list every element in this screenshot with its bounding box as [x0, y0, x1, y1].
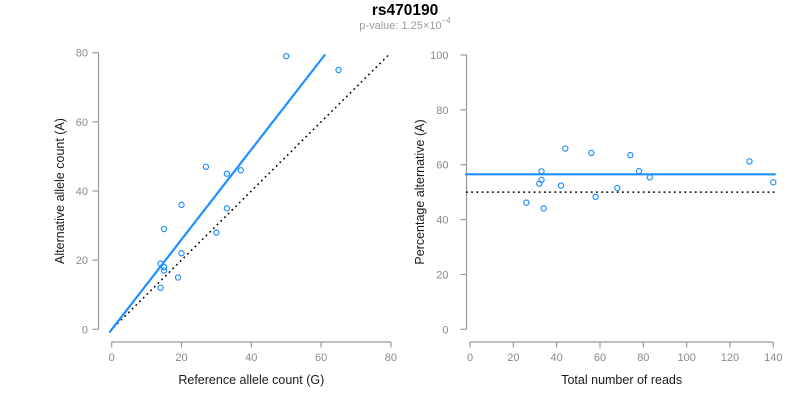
data-point — [202, 163, 210, 170]
y-tick-label: 80 — [436, 105, 448, 117]
y-tick-label: 0 — [82, 324, 88, 336]
data-point — [178, 250, 185, 257]
y-tick-label: 60 — [76, 117, 88, 129]
data-point — [592, 193, 599, 201]
data-point — [335, 66, 342, 74]
y-tick-label: 80 — [76, 48, 88, 60]
data-point — [160, 267, 168, 274]
x-axis-title: Total number of reads — [561, 373, 682, 387]
x-axis-title: Reference allele count (G) — [178, 373, 324, 387]
y-tick-label: 20 — [76, 255, 88, 267]
x-tick-label: 40 — [245, 352, 257, 364]
y-tick-label: 40 — [76, 186, 88, 198]
data-point — [562, 145, 569, 152]
x-tick-label: 140 — [764, 352, 782, 364]
x-tick-label: 60 — [315, 352, 327, 364]
x-tick-label: 0 — [467, 352, 473, 364]
p-value-text: p-value: 1.25×10 — [359, 20, 442, 32]
data-point — [627, 151, 634, 159]
data-point — [213, 229, 220, 236]
x-tick-label: 120 — [721, 352, 739, 364]
x-tick-label: 0 — [109, 352, 115, 364]
plot-title: rs470190 — [371, 2, 439, 19]
p-value-exponent: −4 — [441, 16, 451, 26]
x-tick-label: 20 — [507, 352, 519, 364]
data-point — [588, 149, 595, 157]
percentage-reads-scatter: 0 20 40 60 80 100 0 20 40 60 80 100 120 140 Total numb… — [413, 50, 782, 387]
data-point — [157, 260, 164, 267]
x-tick-label: 20 — [175, 352, 187, 364]
data-point — [770, 179, 777, 186]
data-point — [283, 52, 290, 60]
data-point — [223, 205, 231, 212]
data-point — [174, 274, 182, 281]
data-point — [223, 170, 231, 177]
data-point — [635, 167, 643, 175]
data-point — [160, 225, 168, 233]
y-tick-label: 40 — [436, 215, 448, 227]
y-tick-label: 60 — [436, 160, 448, 172]
data-point — [536, 180, 543, 187]
data-point — [540, 205, 547, 212]
reference-dotted-line — [112, 54, 389, 329]
allele-count-scatter: 0 20 40 60 80 0 20 40 60 80 Reference allele count… — [53, 48, 397, 387]
data-point — [614, 184, 621, 192]
x-tick-label: 60 — [594, 352, 606, 364]
data-points — [157, 52, 342, 292]
data-point — [746, 158, 753, 165]
fit-line — [108, 54, 326, 333]
x-tick-label: 80 — [637, 352, 649, 364]
data-point — [538, 168, 545, 175]
data-point — [157, 284, 164, 292]
data-point — [237, 167, 245, 174]
data-point — [160, 263, 168, 271]
data-point — [523, 199, 530, 206]
x-tick-label: 80 — [385, 352, 397, 364]
x-tick-label: 100 — [677, 352, 695, 364]
y-tick-label: 0 — [442, 324, 448, 336]
y-axis-title: Percentage alternative (A) — [413, 119, 427, 264]
y-axis-title: Alternative allele count (A) — [53, 118, 67, 264]
p-value-subtitle: p-value: 1.25×10−4 — [5, 17, 800, 33]
data-point — [178, 201, 185, 209]
y-tick-label: 100 — [430, 50, 448, 62]
y-tick-label: 20 — [436, 269, 448, 281]
data-points — [523, 145, 777, 212]
data-point — [557, 182, 565, 189]
x-tick-label: 40 — [551, 352, 563, 364]
data-point — [646, 174, 654, 181]
